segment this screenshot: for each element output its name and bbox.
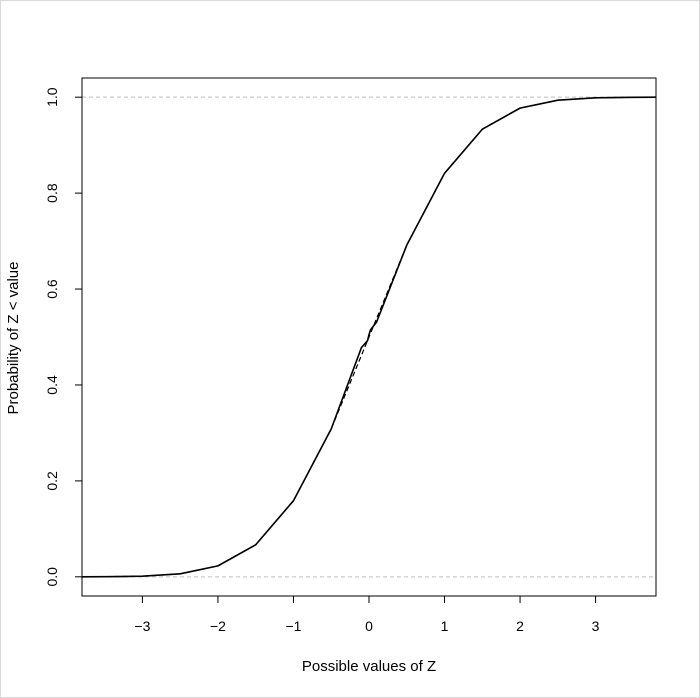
x-tick-label: −3 — [134, 618, 150, 634]
y-tick-label: 1.0 — [44, 87, 60, 107]
y-tick-label: 0.2 — [44, 471, 60, 491]
y-tick-label: 0.4 — [44, 375, 60, 395]
y-tick-label: 0.8 — [44, 183, 60, 203]
x-tick-label: −1 — [285, 618, 301, 634]
y-tick-label: 0.0 — [44, 567, 60, 587]
x-axis-title: Possible values of Z — [302, 658, 436, 675]
reference-lines — [82, 96, 656, 578]
series-line-solid — [81, 96, 657, 578]
x-tick-label: 0 — [365, 618, 373, 634]
y-axis: 0.0 0.2 0.4 0.6 0.8 1.0 — [44, 87, 82, 587]
x-tick-label: 1 — [441, 618, 449, 634]
x-tick-label: 3 — [592, 618, 600, 634]
x-tick-label: 2 — [516, 618, 524, 634]
series-group — [81, 96, 657, 578]
y-axis-title: Probability of Z < value — [5, 262, 22, 415]
y-tick-label: 0.6 — [44, 279, 60, 299]
x-axis: −3 −2 −1 0 1 2 3 — [134, 596, 600, 634]
x-tick-label: −2 — [210, 618, 226, 634]
series-line-dashed — [81, 96, 657, 578]
